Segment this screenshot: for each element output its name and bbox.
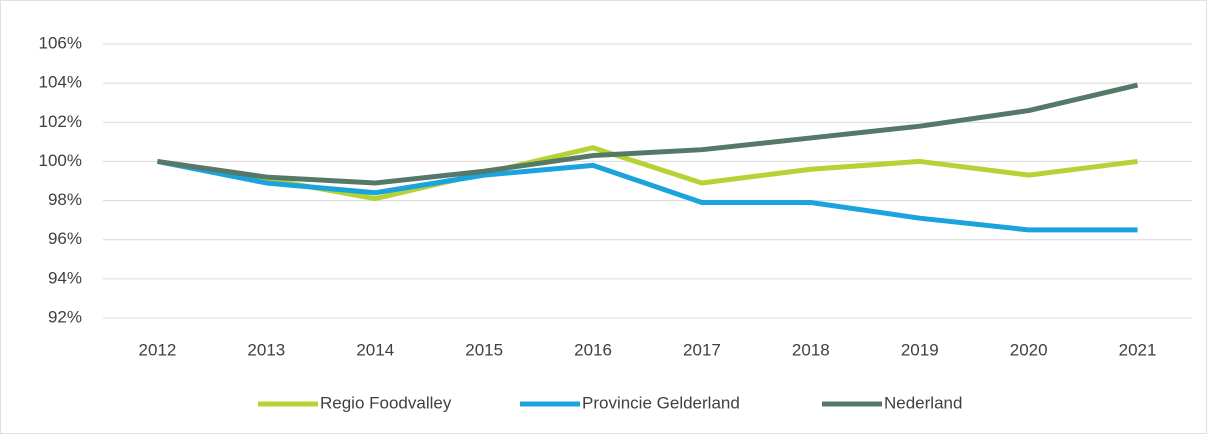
y-tick-label: 104%	[39, 73, 82, 92]
y-tick-label: 100%	[39, 151, 82, 170]
series-line	[156, 158, 1138, 233]
series-line	[157, 82, 1139, 186]
y-tick-label: 94%	[48, 268, 82, 287]
y-tick-label: 106%	[39, 33, 82, 52]
x-tick-label: 2020	[1010, 340, 1048, 359]
x-tick-label: 2021	[1119, 340, 1157, 359]
x-tick-label: 2018	[792, 340, 830, 359]
y-tick-label: 102%	[39, 112, 82, 131]
y-tick-label: 98%	[48, 190, 82, 209]
y-tick-label: 96%	[48, 229, 82, 248]
x-tick-label: 2015	[465, 340, 503, 359]
x-tick-label: 2012	[139, 340, 177, 359]
y-tick-label: 92%	[48, 307, 82, 326]
x-tick-label: 2013	[247, 340, 285, 359]
legend-label: Regio Foodvalley	[320, 393, 452, 412]
x-tick-label: 2014	[356, 340, 394, 359]
x-tick-label: 2016	[574, 340, 612, 359]
x-tick-label: 2019	[901, 340, 939, 359]
x-tick-label: 2017	[683, 340, 721, 359]
legend-label: Provincie Gelderland	[582, 393, 740, 412]
legend-label: Nederland	[884, 393, 962, 412]
